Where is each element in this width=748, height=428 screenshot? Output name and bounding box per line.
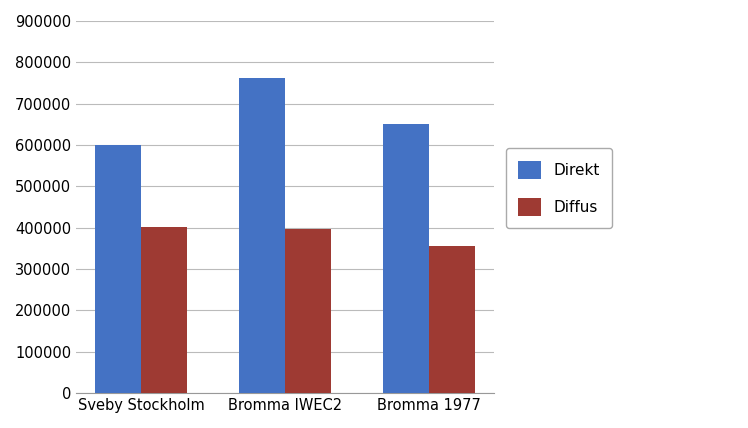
Bar	[429, 246, 475, 393]
Legend: Direkt, Diffus: Direkt, Diffus	[506, 149, 612, 229]
Bar	[383, 125, 429, 393]
Bar	[239, 78, 285, 393]
Bar	[285, 229, 331, 393]
Bar	[141, 226, 187, 393]
Bar	[95, 145, 141, 393]
